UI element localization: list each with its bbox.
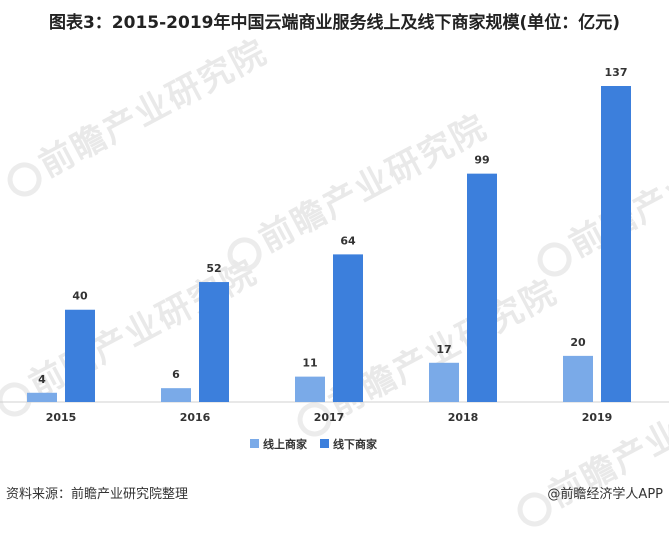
x-tick-label: 2015 xyxy=(46,411,77,424)
legend-label: 线上商家 xyxy=(263,437,308,451)
bar-online-2017 xyxy=(295,376,325,402)
x-tick-label: 2017 xyxy=(314,411,345,424)
source-note: 资料来源：前瞻产业研究院整理 xyxy=(6,487,189,502)
bar-offline-2017 xyxy=(333,254,363,402)
data-label: 52 xyxy=(206,262,221,275)
bar-offline-2019 xyxy=(601,86,631,402)
data-label: 99 xyxy=(474,154,489,167)
bar-online-2019 xyxy=(563,355,593,402)
bar-chart: 440201565220161164201717992018201372019 … xyxy=(0,66,669,451)
legend-swatch xyxy=(320,439,329,448)
legend-swatch xyxy=(250,439,259,448)
data-label: 137 xyxy=(605,66,628,79)
credit-note: @前瞻经济学人APP xyxy=(547,487,663,502)
bar-online-2016 xyxy=(161,388,191,402)
bar-online-2015 xyxy=(27,392,57,402)
data-label: 64 xyxy=(340,234,356,247)
data-label: 20 xyxy=(570,336,586,349)
x-tick-label: 2016 xyxy=(180,411,211,424)
bar-offline-2016 xyxy=(199,282,229,402)
data-label: 40 xyxy=(72,290,88,303)
data-label: 6 xyxy=(172,368,180,381)
data-label: 11 xyxy=(302,357,317,370)
legend-label: 线下商家 xyxy=(333,437,378,451)
bar-offline-2015 xyxy=(65,309,95,402)
bar-offline-2018 xyxy=(467,173,497,402)
legend: 线上商家 线下商家 xyxy=(250,437,378,451)
chart-title: 图表3：2015-2019年中国云端商业服务线上及线下商家规模(单位：亿元) xyxy=(48,13,621,33)
data-label: 4 xyxy=(38,373,46,386)
data-label: 17 xyxy=(436,343,451,356)
x-tick-label: 2018 xyxy=(448,411,479,424)
bar-online-2018 xyxy=(429,362,459,402)
x-tick-label: 2019 xyxy=(582,411,613,424)
